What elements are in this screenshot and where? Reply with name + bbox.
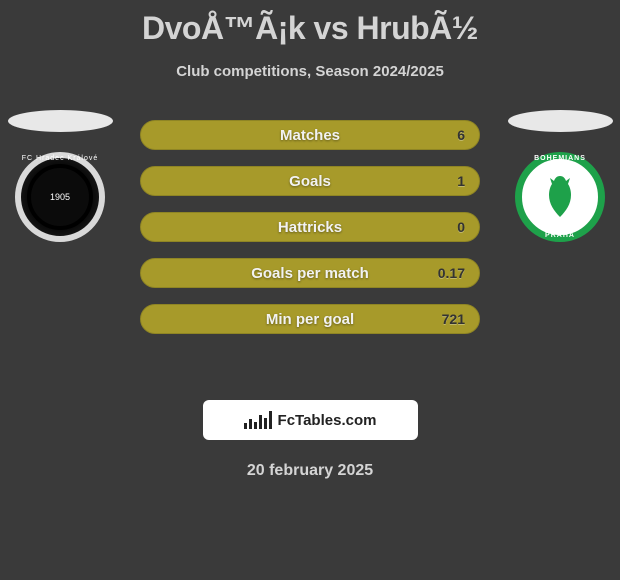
page-title: DvoÅ™Ã¡k vs HrubÃ½: [0, 0, 620, 47]
stat-row: Min per goal 721: [140, 304, 480, 334]
left-player-avatar: [8, 110, 113, 132]
stat-label: Matches: [280, 127, 340, 144]
bar: [264, 418, 267, 429]
bar: [259, 415, 262, 429]
stat-row: Hattricks 0: [140, 212, 480, 242]
left-club-year: 1905: [50, 192, 70, 202]
stat-label: Min per goal: [266, 311, 354, 328]
stat-row: Goals per match 0.17: [140, 258, 480, 288]
stat-label: Goals: [289, 173, 331, 190]
stat-label: Hattricks: [278, 219, 342, 236]
bars-icon: [244, 411, 272, 429]
stat-row: Matches 6: [140, 120, 480, 150]
brand-text: FcTables.com: [278, 412, 377, 429]
right-player-column: BOHEMIANS PRAHA: [500, 110, 620, 242]
stat-right-value: 0: [437, 219, 465, 235]
right-club-arc-bottom: PRAHA: [522, 232, 598, 239]
left-player-column: FC Hradec Králové 1905: [0, 110, 120, 242]
source-card: FcTables.com: [203, 400, 418, 440]
stat-right-value: 6: [437, 127, 465, 143]
bar: [254, 422, 257, 429]
stat-right-value: 721: [437, 311, 465, 327]
left-club-name: FC Hradec Králové: [21, 155, 99, 162]
stat-row: Goals 1: [140, 166, 480, 196]
right-club-arc-top: BOHEMIANS: [522, 155, 598, 162]
bar: [244, 423, 247, 429]
page-subtitle: Club competitions, Season 2024/2025: [0, 63, 620, 80]
stats-table: Matches 6 Goals 1 Hattricks 0 Goals per …: [140, 120, 480, 334]
stat-right-value: 1: [437, 173, 465, 189]
right-club-badge: BOHEMIANS PRAHA: [515, 152, 605, 242]
left-club-badge: FC Hradec Králové 1905: [15, 152, 105, 242]
comparison-panel: FC Hradec Králové 1905 BOHEMIANS PRAHA M…: [0, 120, 620, 380]
right-player-avatar: [508, 110, 613, 132]
date-line: 20 february 2025: [0, 462, 620, 480]
kangaroo-icon: [542, 174, 578, 220]
stat-label: Goals per match: [251, 265, 369, 282]
bar: [249, 419, 252, 429]
stat-right-value: 0.17: [437, 265, 465, 281]
bar: [269, 411, 272, 429]
